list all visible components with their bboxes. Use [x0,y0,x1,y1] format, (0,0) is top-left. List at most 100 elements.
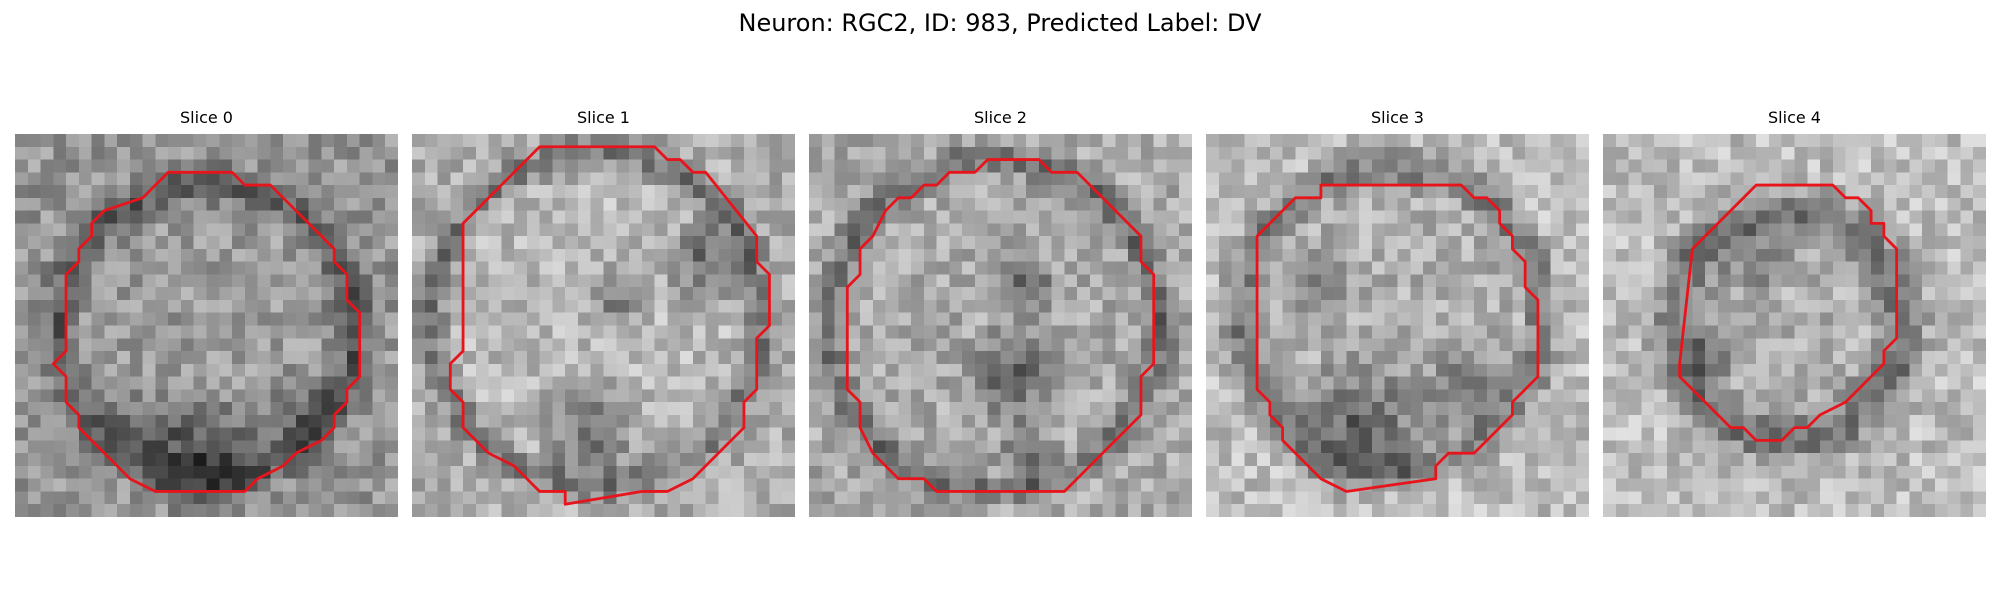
slice-pixel [860,172,874,186]
slice-pixel [450,338,464,352]
slice-pixel [1576,414,1589,428]
slice-pixel [1218,402,1232,416]
slice-pixel [782,414,795,428]
slice-pixel [821,223,835,237]
slice-pixel [27,287,41,301]
slice-pixel [743,427,757,441]
slice-pixel [66,248,80,262]
slice-pixel [1410,287,1424,301]
slice-pixel [1206,299,1220,313]
slice-pixel [514,223,528,237]
slice-pixel [1320,223,1334,237]
slice-pixel [1410,427,1424,441]
slice-pixel [1781,299,1795,313]
slice-pixel [78,465,92,479]
slice-pixel [117,210,131,224]
slice-pixel [1525,312,1539,326]
slice-pixel [1077,453,1091,467]
slice-pixel [974,287,988,301]
slice-pixel [1461,376,1475,390]
slice-pixel [219,236,233,250]
slice-pixel [193,146,207,160]
slice-pixel [219,389,233,403]
slice-pixel [1320,287,1334,301]
slice-pixel [847,159,861,173]
slice-pixel [654,414,668,428]
slice-pixel [834,478,848,492]
slice-pixel [974,491,988,505]
slice-pixel [565,287,579,301]
slice-pixel [923,389,937,403]
slice-pixel [78,414,92,428]
slice-pixel [244,363,258,377]
slice-pixel [244,210,258,224]
slice-pixel [1705,465,1719,479]
slice-pixel [346,159,360,173]
slice-pixel [1346,287,1360,301]
slice-pixel [1641,134,1655,148]
slice-pixel [1845,376,1859,390]
slice-pixel [78,402,92,416]
slice-pixel [1794,197,1808,211]
slice-pixel [180,414,194,428]
slice-pixel [1832,299,1846,313]
slice-pixel [1871,414,1885,428]
slice-pixel [974,427,988,441]
slice-pixel [847,504,861,517]
slice-pixel [488,159,502,173]
slice-pixel [1077,338,1091,352]
slice-pixel [321,172,335,186]
slice-pixel [15,172,29,186]
slice-pixel [463,248,477,262]
slice-pixel [359,427,373,441]
slice-pixel [1397,287,1411,301]
slice-pixel [616,197,630,211]
slice-pixel [1730,223,1744,237]
slice-pixel [180,440,194,454]
slice-pixel [590,389,604,403]
slice-pixel [1922,274,1936,288]
slice-pixel [359,453,373,467]
slice-pixel [885,185,899,199]
slice-pixel [334,389,348,403]
slice-pixel [1641,223,1655,237]
slice-pixel [1743,261,1757,275]
slice-pixel [1973,248,1986,262]
slice-pixel [1858,223,1872,237]
slice-pixel [1397,504,1411,517]
slice-pixel [219,338,233,352]
slice-pixel [1820,146,1834,160]
slice-pixel [78,274,92,288]
slice-pixel [565,185,579,199]
slice-pixel [743,402,757,416]
slice-pixel [1282,338,1296,352]
slice-pixel [756,299,770,313]
slice-pixel [1973,440,1986,454]
slice-pixel [1717,172,1731,186]
slice-pixel [155,351,169,365]
slice-pixel [1537,312,1551,326]
slice-pixel [834,146,848,160]
slice-pixel [1244,325,1258,339]
slice-pixel [244,376,258,390]
slice-pixel [1666,172,1680,186]
slice-pixel [1883,274,1897,288]
slice-pixel [1641,453,1655,467]
slice-pixel [1218,274,1232,288]
slice-pixel [629,236,643,250]
slice-pixel [705,146,719,160]
slice-pixel [1153,325,1167,339]
slice-pixel [1295,299,1309,313]
slice-pixel [193,274,207,288]
slice-pixel [782,402,795,416]
slice-pixel [1333,414,1347,428]
slice-pixel [552,236,566,250]
slice-pixel [1666,478,1680,492]
slice-pixel [1179,440,1192,454]
slice-pixel [1128,159,1142,173]
slice-pixel [1244,491,1258,505]
slice-pixel [1166,338,1180,352]
slice-pixel [1038,248,1052,262]
slice-pixel [1064,210,1078,224]
slice-pixel [1705,338,1719,352]
